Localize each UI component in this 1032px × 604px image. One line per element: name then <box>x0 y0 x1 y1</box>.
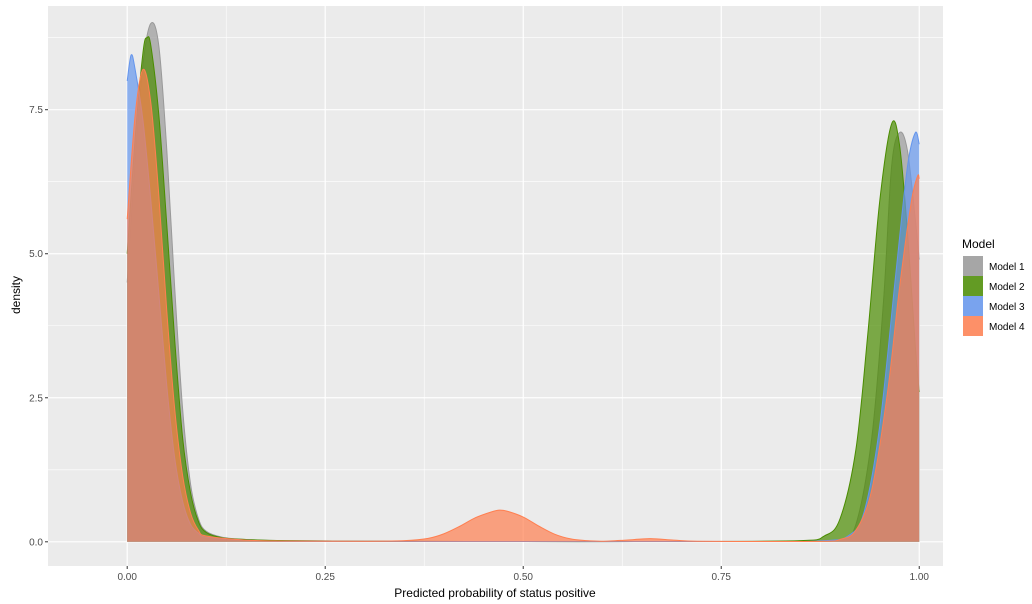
y-tick-label: 7.5 <box>29 105 43 116</box>
legend-label-model-1: Model 1 <box>989 262 1025 273</box>
density-areas <box>126 22 920 543</box>
x-tick-label: 0.25 <box>315 572 335 583</box>
axes: 0.00 0.25 0.50 0.75 1.00 0.0 2.5 5.0 7.5 <box>29 105 929 583</box>
panel-background <box>48 6 943 566</box>
x-tick-label: 1.00 <box>910 572 930 583</box>
legend-label-model-4: Model 4 <box>989 322 1025 333</box>
legend-label-model-3: Model 3 <box>989 302 1025 313</box>
legend-label-model-2: Model 2 <box>989 282 1025 293</box>
y-axis-title: density <box>9 276 23 314</box>
legend-swatch-model-1 <box>963 256 983 276</box>
plot-panel <box>48 6 943 566</box>
legend-swatch-model-3 <box>963 296 983 316</box>
legend-title: Model <box>962 237 995 251</box>
legend: Model Model 1 Model 2 Model 3 Model 4 <box>962 237 1025 336</box>
x-tick-label: 0.50 <box>513 572 533 583</box>
x-tick-label: 0.75 <box>711 572 731 583</box>
x-tick-label: 0.00 <box>117 572 137 583</box>
density-line-model-4 <box>126 68 920 543</box>
x-axis-title: Predicted probability of status positive <box>394 586 596 600</box>
legend-swatch-model-2 <box>963 276 983 296</box>
y-tick-label: 0.0 <box>29 537 43 548</box>
y-tick-label: 2.5 <box>29 393 43 404</box>
legend-swatch-model-4 <box>963 316 983 336</box>
y-tick-label: 5.0 <box>29 249 43 260</box>
